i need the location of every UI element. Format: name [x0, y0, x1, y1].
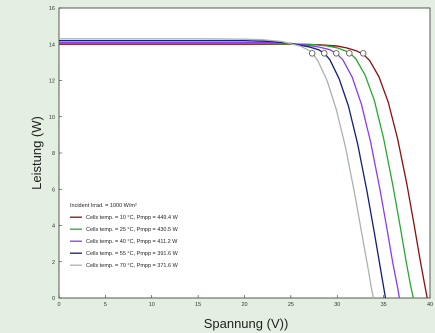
y-axis-title: Leistung (W) [29, 116, 44, 190]
y-tick-label: 16 [49, 6, 55, 12]
y-tick-label: 10 [49, 115, 55, 121]
mpp-markers [309, 50, 367, 57]
x-tick-label: 25 [288, 302, 294, 308]
x-tick-label: 15 [195, 302, 201, 308]
x-tick-label: 30 [334, 302, 340, 308]
x-tick-label: 5 [104, 302, 107, 308]
y-tick-label: 6 [52, 187, 55, 193]
mpp-marker [321, 50, 328, 57]
legend-entry: Cells temp. = 55 °C, Pmpp = 391.6 W [86, 251, 179, 257]
mpp-marker [333, 50, 340, 57]
x-tick-label: 0 [57, 302, 60, 308]
y-tick-label: 12 [49, 79, 55, 85]
series-line [59, 43, 428, 299]
legend-entry: Cells temp. = 70 °C, Pmpp = 371.6 W [86, 263, 179, 269]
y-tick-label: 2 [52, 260, 55, 266]
x-axis-ticks: 0 5 10 15 20 25 30 35 40 [57, 295, 433, 308]
y-tick-label: 14 [49, 42, 55, 48]
legend-entry: Cells temp. = 10 °C, Pmpp = 449.4 W [86, 215, 179, 221]
legend: Incident Irrad. = 1000 W/m² Cells temp. … [70, 203, 179, 269]
legend-header: Incident Irrad. = 1000 W/m² [70, 203, 137, 209]
y-tick-label: 8 [52, 151, 55, 157]
x-axis-title: Spannung (V)) [204, 316, 289, 331]
mpp-marker [309, 50, 316, 57]
legend-entry: Cells temp. = 25 °C, Pmpp = 430.5 W [86, 227, 179, 233]
plot-area [58, 7, 431, 299]
x-tick-label: 40 [427, 302, 433, 308]
legend-entry: Cells temp. = 40 °C, Pmpp = 411.2 W [86, 239, 178, 245]
x-tick-label: 20 [241, 302, 247, 308]
mpp-marker [346, 50, 353, 57]
mpp-marker [360, 50, 367, 57]
y-tick-label: 4 [52, 224, 55, 230]
y-tick-label: 0 [52, 296, 55, 302]
x-tick-label: 10 [149, 302, 155, 308]
y-axis-ticks: 0 2 4 6 8 10 12 14 16 [49, 6, 62, 302]
x-tick-label: 35 [381, 302, 387, 308]
